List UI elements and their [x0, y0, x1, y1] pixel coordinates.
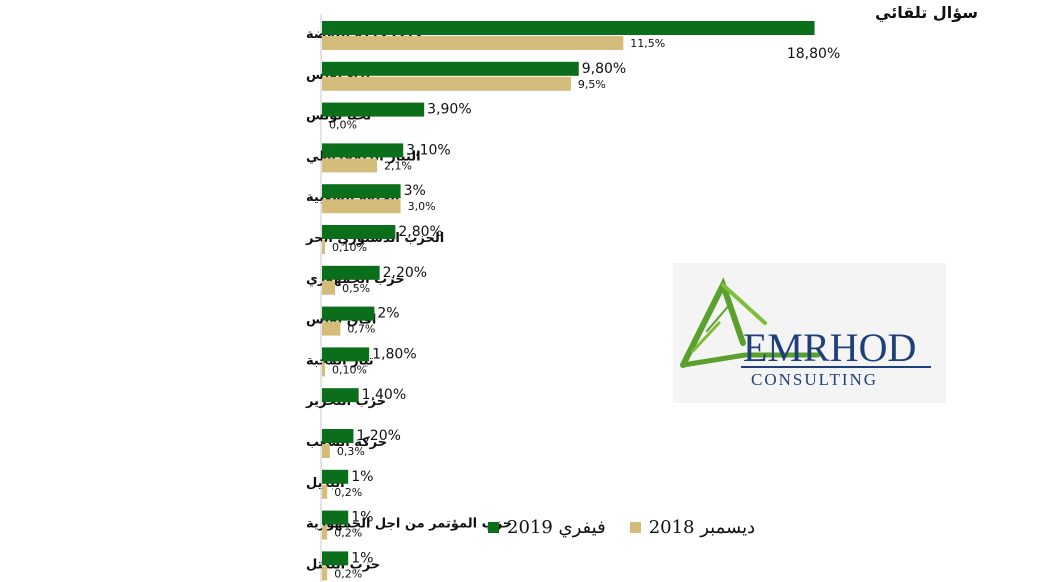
- bar-2019: [322, 184, 401, 199]
- data-label-2018: 3,0%: [408, 200, 436, 213]
- legend-label-2019: فيفري 2019: [507, 517, 606, 538]
- bar-2019: [322, 551, 349, 566]
- bar-2018: [322, 525, 328, 540]
- data-label-2018: 0,3%: [337, 445, 365, 458]
- data-label-2019: 1,40%: [362, 387, 406, 403]
- bar-2019: [322, 225, 396, 239]
- bar-2019: [322, 21, 815, 35]
- data-label-2018: 0,0%: [329, 119, 357, 132]
- bar-2018: [322, 36, 624, 50]
- data-label-2018: 9,5%: [578, 78, 606, 91]
- data-label-2019: 2,80%: [398, 224, 442, 240]
- data-label-2019: 3,90%: [427, 102, 471, 118]
- bar-2018: [322, 199, 401, 214]
- data-label-2018: 0,10%: [332, 241, 367, 254]
- emrhod-logo: EMRHOD CONSULTING: [673, 263, 946, 403]
- bar-2018: [322, 444, 330, 458]
- logo-name: EMRHOD: [743, 325, 916, 370]
- data-label-2018: 0,2%: [334, 527, 362, 540]
- bar-2019: [322, 61, 579, 76]
- data-label-2018: 0,10%: [332, 363, 367, 376]
- data-label-2019: 9,80%: [582, 61, 626, 77]
- category-label: حزب المؤتمر من اجل الجمهورية: [306, 517, 512, 532]
- bar-2019: [322, 388, 359, 403]
- legend-item-2019: فيفري 2019: [488, 517, 606, 538]
- emrhod-logo-graphic: EMRHOD CONSULTING: [680, 277, 931, 389]
- bar-2018: [322, 566, 328, 581]
- legend-label-2018: ديسمبر 2018: [648, 517, 756, 538]
- bar-2018: [322, 280, 336, 295]
- bar-2019: [322, 469, 349, 484]
- bar-2018: [322, 76, 571, 91]
- data-label-2019: 18,80%: [787, 46, 840, 62]
- data-label-2019: 3%: [404, 183, 426, 199]
- chart-title: سؤال تلقائي: [875, 3, 978, 22]
- data-label-2019: 1,20%: [356, 428, 400, 444]
- bar-2018: [322, 484, 328, 499]
- legend-swatch-2019: [488, 522, 499, 533]
- data-label-2018: 2,1%: [384, 159, 412, 172]
- chart-legend: فيفري 2019 ديسمبر 2018: [488, 517, 773, 538]
- data-label-2019: 1,80%: [372, 346, 416, 362]
- data-label-2019: 2%: [377, 306, 399, 322]
- bar-2019: [322, 143, 404, 158]
- logo-leaf-mark: [680, 277, 821, 368]
- data-label-2018: 11,5%: [630, 37, 665, 50]
- bar-2018: [322, 321, 341, 336]
- bar-2018: [322, 362, 325, 377]
- bar-2018: [322, 240, 325, 254]
- data-label-2019: 3,10%: [406, 142, 450, 158]
- data-label-2019: 2,20%: [383, 265, 427, 281]
- bar-2018: [322, 158, 378, 173]
- data-label-2019: 1%: [351, 550, 373, 566]
- data-label-2018: 0,2%: [334, 567, 362, 580]
- data-label-2018: 0,5%: [342, 282, 370, 295]
- bar-2019: [322, 265, 380, 280]
- bar-2019: [322, 306, 375, 321]
- legend-item-2018: ديسمبر 2018: [629, 517, 756, 538]
- data-label-2019: 1%: [351, 510, 373, 526]
- legend-swatch-2018: [629, 522, 641, 533]
- data-label-2018: 0,2%: [334, 486, 362, 499]
- bar-2019: [322, 510, 349, 525]
- data-label-2019: 1%: [351, 469, 373, 485]
- data-label-2018: 0,7%: [347, 323, 375, 336]
- bar-2019: [322, 429, 354, 443]
- bar-2019: [322, 102, 425, 117]
- logo-sub: CONSULTING: [751, 370, 878, 389]
- bar-2019: [322, 347, 370, 362]
